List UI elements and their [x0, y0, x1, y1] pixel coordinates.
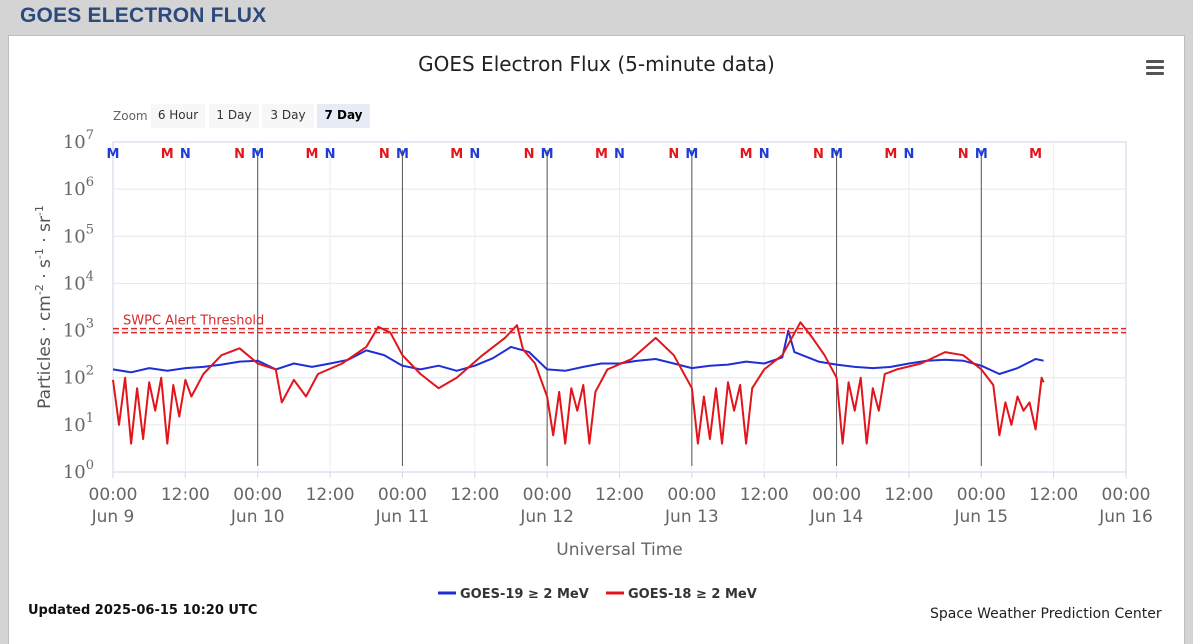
orbit-marker: M: [306, 147, 319, 162]
orbit-marker: N: [614, 147, 625, 162]
x-tick-date-label: Jun 11: [375, 507, 430, 527]
orbit-marker: M: [107, 147, 120, 162]
chart-title: GOES Electron Flux (5-minute data): [418, 52, 775, 76]
orbit-marker: N: [180, 147, 191, 162]
y-tick-label: 107: [63, 128, 94, 153]
threshold-label: SWPC Alert Threshold: [123, 314, 264, 329]
y-tick-label: 100: [63, 458, 94, 483]
series-line-goes18: [112, 321, 1045, 445]
orbit-marker: M: [884, 147, 897, 162]
y-tick-label: 104: [63, 269, 94, 294]
x-tick-date-label: Jun 12: [519, 507, 574, 527]
orbit-marker: M: [595, 147, 608, 162]
credit-text: Space Weather Prediction Center: [930, 606, 1162, 622]
x-tick-time-label: 00:00: [812, 485, 861, 505]
x-tick-time-label: 12:00: [161, 485, 210, 505]
orbit-marker: N: [668, 147, 679, 162]
x-tick-time-label: 12:00: [450, 485, 499, 505]
x-tick-time-label: 00:00: [523, 485, 572, 505]
orbit-marker: N: [813, 147, 824, 162]
x-tick-time-label: 12:00: [306, 485, 355, 505]
orbit-marker: N: [524, 147, 535, 162]
x-tick-time-label: 12:00: [884, 485, 933, 505]
x-tick-date-label: Jun 15: [953, 507, 1008, 527]
x-tick-time-label: 00:00: [1102, 485, 1151, 505]
orbit-marker: M: [251, 147, 264, 162]
x-tick-time-label: 12:00: [1029, 485, 1078, 505]
x-tick-time-label: 00:00: [89, 485, 138, 505]
orbit-marker: M: [975, 147, 988, 162]
zoom-3-day-button[interactable]: 3 Day: [262, 104, 314, 128]
page-title: GOES ELECTRON FLUX: [20, 4, 267, 27]
x-tick-date-label: Jun 13: [664, 507, 719, 527]
orbit-marker: N: [759, 147, 770, 162]
zoom-7-day-button[interactable]: 7 Day: [317, 104, 370, 128]
orbit-marker: N: [903, 147, 914, 162]
x-tick-time-label: 12:00: [595, 485, 644, 505]
zoom-6-hour-button[interactable]: 6 Hour: [151, 104, 205, 128]
orbit-marker: M: [1029, 147, 1042, 162]
x-tick-date-label: Jun 16: [1098, 507, 1153, 527]
updated-timestamp: Updated 2025-06-15 10:20 UTC: [28, 603, 258, 618]
x-tick-time-label: 00:00: [957, 485, 1006, 505]
zoom-label: Zoom: [113, 109, 148, 123]
orbit-marker: N: [234, 147, 245, 162]
x-tick-time-label: 00:00: [667, 485, 716, 505]
x-tick-date-label: Jun 14: [809, 507, 864, 527]
legend-item[interactable]: GOES-18 ≥ 2 MeV: [628, 587, 757, 602]
x-tick-time-label: 00:00: [233, 485, 282, 505]
orbit-marker: M: [740, 147, 753, 162]
zoom-1-day-button[interactable]: 1 Day: [209, 104, 259, 128]
x-tick-time-label: 00:00: [378, 485, 427, 505]
orbit-marker: M: [161, 147, 174, 162]
orbit-marker: M: [541, 147, 554, 162]
orbit-marker: N: [379, 147, 390, 162]
x-tick-time-label: 12:00: [740, 485, 789, 505]
y-tick-label: 101: [63, 411, 94, 436]
y-tick-label: 103: [63, 317, 94, 342]
orbit-marker: N: [469, 147, 480, 162]
orbit-marker: N: [325, 147, 336, 162]
orbit-marker: M: [830, 147, 843, 162]
orbit-marker: M: [450, 147, 463, 162]
y-tick-label: 106: [63, 175, 94, 200]
x-tick-date-label: Jun 9: [91, 507, 135, 527]
x-tick-date-label: Jun 10: [230, 507, 285, 527]
x-axis-title: Universal Time: [556, 540, 682, 560]
y-axis-title: Particles · cm-2 · s-1 · sr-1: [33, 205, 55, 409]
hamburger-menu-icon[interactable]: [1146, 60, 1164, 76]
orbit-marker: N: [958, 147, 969, 162]
orbit-marker: M: [685, 147, 698, 162]
y-tick-label: 105: [63, 222, 94, 247]
orbit-marker: M: [396, 147, 409, 162]
y-tick-label: 102: [63, 364, 94, 389]
legend-item[interactable]: GOES-19 ≥ 2 MeV: [460, 587, 589, 602]
page-header: GOES ELECTRON FLUX: [0, 0, 1193, 34]
